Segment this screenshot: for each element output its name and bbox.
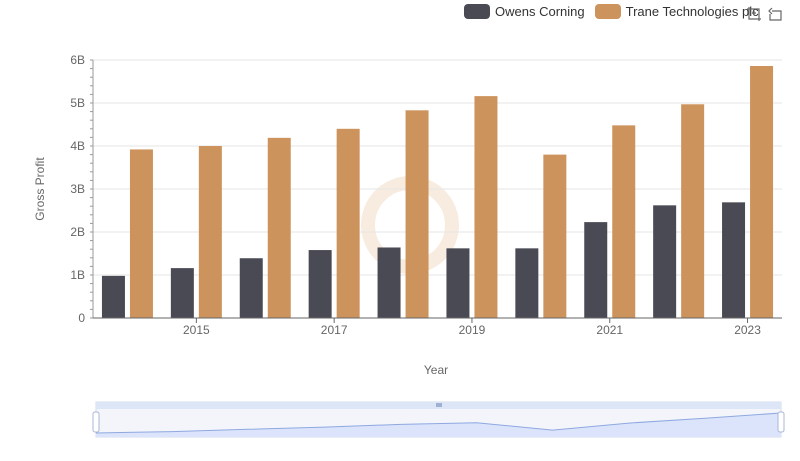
y-tick-label: 1B <box>70 268 85 282</box>
x-tick-label: 2019 <box>459 323 486 337</box>
legend-label-owens-corning: Owens Corning <box>495 4 585 19</box>
bar-owens-corning-2019[interactable] <box>446 248 470 318</box>
zoom-reset-icon[interactable] <box>768 6 784 22</box>
bar-owens-corning-2015[interactable] <box>170 268 194 318</box>
x-tick-label: 2023 <box>734 323 761 337</box>
legend-swatch-owens-corning <box>464 4 490 19</box>
bar-trane-2022[interactable] <box>681 104 705 318</box>
bar-trane-2019[interactable] <box>474 96 498 319</box>
legend-swatch-trane <box>594 4 621 19</box>
y-tick-label: 2B <box>70 225 85 239</box>
bar-owens-corning-2023[interactable] <box>722 202 746 318</box>
bar-trane-2017[interactable] <box>336 128 360 318</box>
bar-trane-2015[interactable] <box>198 146 222 318</box>
zoom-handle-left[interactable] <box>92 411 100 433</box>
bar-trane-2016[interactable] <box>267 137 291 318</box>
zoom-move-grip[interactable] <box>436 403 442 407</box>
y-tick-label: 5B <box>70 96 85 110</box>
zoom-preview-area <box>96 413 781 437</box>
y-tick-label: 6B <box>70 53 85 67</box>
bar-trane-2021[interactable] <box>612 125 636 318</box>
y-tick-label: 4B <box>70 139 85 153</box>
x-axis-title: Year <box>424 363 448 377</box>
y-tick-label: 3B <box>70 182 85 196</box>
bar-trane-2020[interactable] <box>543 154 567 318</box>
legend-item-trane[interactable]: Trane Technologies plc <box>594 4 759 19</box>
y-axis-title: Gross Profit <box>33 157 47 221</box>
zoom-handle-right[interactable] <box>777 411 785 433</box>
bar-owens-corning-2022[interactable] <box>653 205 677 318</box>
bar-trane-2018[interactable] <box>405 110 429 318</box>
x-tick-label: 2021 <box>596 323 623 337</box>
bar-owens-corning-2017[interactable] <box>308 250 332 318</box>
zoom-preview-line <box>95 412 782 434</box>
bar-owens-corning-2021[interactable] <box>584 222 608 318</box>
zoom-select-icon[interactable] <box>746 6 762 22</box>
y-tick-label: 0 <box>78 311 85 325</box>
bar-owens-corning-2020[interactable] <box>515 248 539 318</box>
bar-owens-corning-2018[interactable] <box>377 247 401 318</box>
x-tick-label: 2015 <box>183 323 210 337</box>
legend-item-owens-corning[interactable]: Owens Corning <box>464 4 585 19</box>
bar-owens-corning-2014[interactable] <box>101 275 125 318</box>
bar-trane-2023[interactable] <box>750 66 774 319</box>
bar-owens-corning-2016[interactable] <box>239 258 263 318</box>
legend: Owens Corning Trane Technologies plc <box>464 4 769 19</box>
legend-label-trane: Trane Technologies plc <box>625 4 759 19</box>
bar-trane-2014[interactable] <box>129 149 153 318</box>
x-tick-label: 2017 <box>321 323 348 337</box>
toolbox <box>746 6 784 22</box>
